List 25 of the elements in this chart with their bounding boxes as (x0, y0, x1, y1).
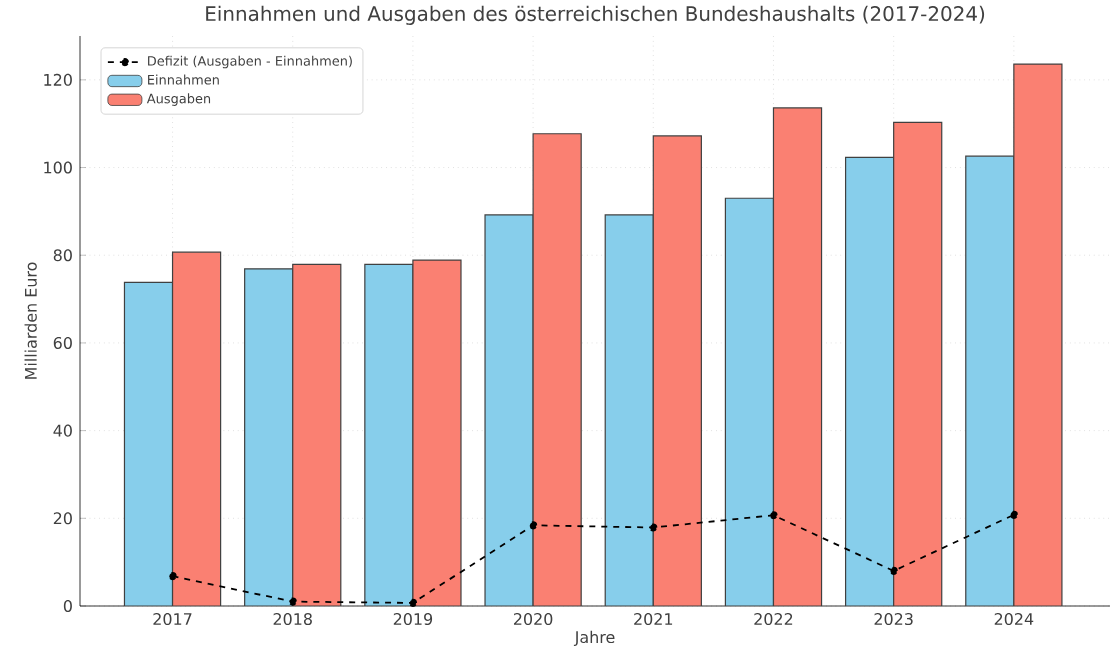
bar (965, 155, 1015, 606)
bar (604, 214, 654, 606)
bar (123, 281, 174, 606)
point (889, 566, 898, 576)
bar (244, 268, 294, 606)
bar (652, 135, 702, 606)
chart-title: Einnahmen und Ausgaben des österreichischen Bundeshaushalts (2017-2024) (206, 5, 985, 26)
point (168, 572, 177, 581)
bar (724, 197, 775, 606)
point (649, 523, 658, 532)
bar (171, 251, 222, 606)
point (288, 597, 297, 606)
bar (893, 121, 943, 606)
bar (412, 259, 462, 606)
point (1009, 510, 1018, 519)
bar (292, 263, 342, 606)
point (529, 521, 538, 530)
bar (844, 156, 895, 606)
point (408, 598, 418, 608)
bar (484, 214, 534, 606)
bar (364, 263, 414, 606)
bar (532, 133, 582, 606)
point (769, 511, 778, 520)
bar (772, 107, 823, 606)
bar (1013, 63, 1063, 606)
